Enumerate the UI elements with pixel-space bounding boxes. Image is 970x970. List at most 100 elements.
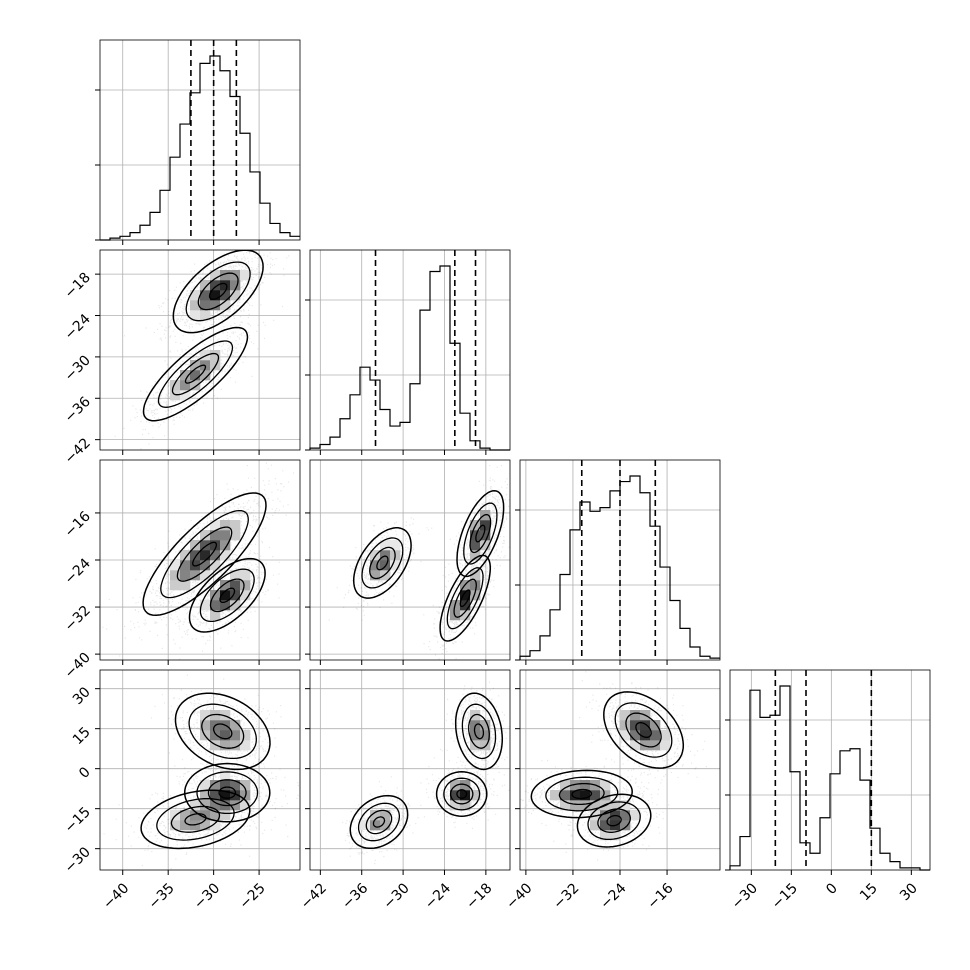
density-cell (210, 780, 221, 791)
density-cell (360, 820, 371, 831)
density-cell (620, 730, 631, 741)
density-cell (220, 550, 231, 561)
contour-line (469, 513, 492, 554)
contour-line (201, 713, 245, 749)
density-cell (560, 790, 571, 801)
contour-outer (603, 691, 685, 769)
contour-line (461, 703, 497, 760)
density-cell (170, 560, 181, 571)
density-cell (210, 530, 221, 541)
density-cell (210, 820, 221, 831)
joint-marks (328, 465, 510, 660)
histogram-step-line (729, 685, 930, 871)
density-cell (470, 790, 481, 801)
density-cell (460, 590, 471, 601)
density-cell (230, 730, 241, 741)
density-cell (570, 800, 581, 811)
density-cell (200, 290, 211, 301)
density-cell (600, 780, 611, 791)
density-cell (190, 560, 201, 571)
contour-line (587, 801, 641, 841)
density-cell (460, 600, 471, 611)
density-cell (570, 790, 581, 801)
density-cell (190, 570, 201, 581)
density-cell (200, 550, 211, 561)
contour-line (156, 797, 235, 841)
panel-frame (729, 669, 931, 871)
density-cell (550, 790, 561, 801)
joint-panel-2-0: −40−32−24−16 (62, 459, 301, 682)
density-cell (390, 560, 401, 571)
contour-line (459, 589, 471, 608)
contour-line (209, 578, 245, 613)
density-cell (480, 520, 491, 531)
density-cell (190, 360, 201, 371)
density-cell (220, 520, 231, 531)
density-cell (660, 730, 671, 741)
density-cell (230, 780, 241, 791)
density-cell (620, 810, 631, 821)
contour-line (635, 722, 652, 738)
density-cell (620, 800, 631, 811)
contour-outer (172, 250, 264, 334)
density-cell (220, 730, 231, 741)
contour-line (199, 568, 255, 623)
joint-marks (102, 460, 298, 660)
density-cell (610, 830, 621, 841)
density-cell (480, 730, 491, 741)
density-cell (380, 540, 391, 551)
density-cell (200, 350, 211, 361)
density-cell (580, 800, 591, 811)
contour-line (170, 805, 221, 833)
density-cell (470, 550, 481, 561)
density-cell (220, 540, 231, 551)
density-cell (220, 270, 231, 281)
density-cell (240, 780, 251, 791)
contour-line (453, 578, 477, 618)
panel-frame (99, 39, 301, 241)
contour-line (208, 282, 228, 300)
contour-outer (349, 794, 409, 850)
density-cell (380, 550, 391, 561)
density-cell (370, 560, 381, 571)
contour-outer (142, 492, 267, 617)
density-cell (180, 570, 191, 581)
density-cell (200, 600, 211, 611)
density-cell (460, 790, 471, 801)
density-cell (230, 720, 241, 731)
contour-line (184, 364, 207, 384)
density-cell (470, 580, 481, 591)
density-cell (600, 830, 611, 841)
density-cell (630, 810, 641, 821)
density-cell (200, 560, 211, 571)
density-cell (570, 780, 581, 791)
contour-line (443, 777, 481, 811)
density-cell (460, 610, 471, 621)
density-cell (200, 710, 211, 721)
density-cell (210, 600, 221, 611)
density-cell (220, 710, 231, 721)
joint-marks (520, 671, 707, 861)
contour-outer (142, 326, 249, 422)
density-cell (200, 570, 211, 581)
contour-outer (439, 554, 492, 642)
joint-marks (103, 674, 299, 870)
density-cell (170, 580, 181, 591)
density-cell (220, 530, 231, 541)
density-cell (580, 780, 591, 791)
contour-line (625, 712, 662, 748)
density-cell (480, 530, 491, 541)
contour-line (185, 261, 251, 322)
histogram-step-line (100, 55, 300, 241)
density-cell (190, 300, 201, 311)
density-cell (180, 380, 191, 391)
contour-line (571, 788, 593, 800)
contour-outer (174, 692, 271, 771)
density-cell (180, 370, 191, 381)
density-cell (190, 370, 201, 381)
density-cell (200, 310, 211, 321)
density-cell (590, 800, 601, 811)
density-cell (480, 720, 491, 731)
contour-line (192, 541, 218, 567)
contour-line (468, 713, 490, 749)
